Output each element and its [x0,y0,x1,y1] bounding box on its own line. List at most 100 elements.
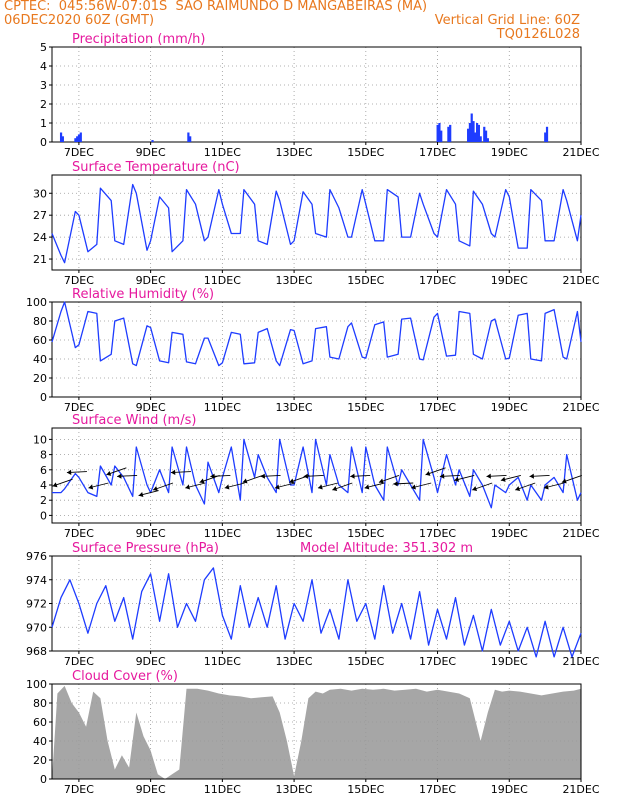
x-tick-label: 13DEC [276,783,313,796]
wind-arrow-head [152,486,158,492]
x-tick-label: 13DEC [276,527,313,540]
panel-precip: 0 1 2 3 4 5 7DEC 9DEC 11DEC 13DEC 15DEC 17DEC 19DEC 2… [40,32,600,159]
precip-bar [447,126,450,142]
y-tick-label: 4 [40,479,47,492]
x-tick-label: 11DEC [204,146,241,159]
x-tick-label: 17DEC [419,527,456,540]
x-tick-label: 11DEC [204,655,241,668]
wind-arrow-head [332,486,338,492]
pressure-line [51,567,582,658]
y-tick-label: 30 [33,187,47,200]
y-tick-label: 10 [33,433,47,446]
precip-bar [436,124,439,142]
x-tick-label: 15DEC [347,146,384,159]
precip-bar [545,126,549,142]
y-tick-label: 4 [40,60,47,73]
x-tick-label: 15DEC [347,274,384,287]
header-grid-note: Vertical Grid Line: 60Z [434,13,580,28]
precip-bar [479,136,482,142]
precip-bar [484,130,488,142]
wind-arrow-head [454,476,460,482]
x-tick-label: 9DEC [136,783,166,796]
precip-bar [438,123,441,142]
wind-line [52,438,582,509]
y-tick-label: 0 [40,773,47,786]
precip-bar [61,136,64,142]
precip-bar [470,113,473,142]
y-tick-label: 5 [40,41,47,54]
x-tick-label: 21DEC [562,527,599,540]
y-tick-label: 20 [33,372,47,385]
y-tick-label: 100 [26,296,47,309]
wind-arrow-head [88,484,94,490]
x-tick-label: 21DEC [562,401,599,414]
y-tick-label: 21 [33,253,47,266]
panel-title: Surface Wind (m/s) [72,413,196,428]
precip-bar [486,138,489,142]
wind-arrow-head [274,484,280,490]
panel-title: Surface Pressure (hPa) [72,541,219,556]
precip-bar [477,124,480,142]
wind-arrow-head [317,484,323,490]
precip-bar [76,136,79,142]
x-tick-label: 15DEC [347,401,384,414]
wind-arrow-head [486,473,491,479]
panel-frame [51,174,582,271]
precip-bar [468,123,472,142]
x-tick-label: 17DEC [419,783,456,796]
x-tick-label: 7DEC [64,401,94,414]
x-tick-label: 19DEC [491,401,528,414]
x-tick-label: 13DEC [276,274,313,287]
wind-arrow-head [303,473,309,479]
wind-arrow-head [411,484,416,490]
wind-arrow-head [199,478,205,484]
x-tick-label: 17DEC [419,655,456,668]
x-tick-label: 21DEC [562,274,599,287]
x-tick-label: 11DEC [204,401,241,414]
y-tick-label: 40 [33,735,47,748]
y-tick-label: 40 [33,353,47,366]
y-tick-label: 6 [40,464,47,477]
y-tick-label: 3 [40,79,47,92]
x-tick-label: 15DEC [347,655,384,668]
precip-bar [187,132,190,142]
y-tick-label: 970 [26,621,47,634]
y-tick-label: 80 [33,697,47,710]
wind-arrow-head [242,478,248,484]
panel-temperature: 21 24 27 30 7DEC 9DEC 11DEC 13DEC 15DEC 17DEC 19DE… [33,160,600,287]
x-tick-label: 21DEC [562,783,599,796]
x-tick-label: 9DEC [136,274,166,287]
precip-bar [474,132,477,142]
y-tick-label: 976 [26,550,47,563]
wind-arrow-head [393,481,398,487]
wind-arrow-head [364,484,370,490]
x-tick-label: 7DEC [64,527,94,540]
wind-arrow-head [52,482,58,488]
x-tick-label: 17DEC [419,401,456,414]
precip-bar [151,140,154,142]
wind-arrow-head [66,469,72,475]
y-tick-label: 100 [26,678,47,691]
precip-bar [467,128,470,142]
wind-arrow-head [529,473,534,479]
y-tick-label: 968 [26,645,47,658]
header-datetime: 06DEC2020 60Z (GMT) [4,13,155,28]
precip-bar [483,126,486,142]
x-tick-label: 7DEC [64,146,94,159]
x-tick-label: 17DEC [419,274,456,287]
y-tick-label: 0 [40,391,47,404]
x-tick-label: 19DEC [491,527,528,540]
y-tick-label: 24 [33,231,47,244]
y-tick-label: 2 [40,494,47,507]
y-tick-label: 27 [33,209,47,222]
precip-bar [189,136,192,142]
panel-cloud: 0 20 40 60 80 100 7DEC 9DEC 11DEC 13DEC 15DEC 17DEC… [26,669,600,796]
x-tick-label: 9DEC [136,401,166,414]
humidity-line [51,301,582,367]
wind-arrow-head [210,473,215,479]
header-model-id: TQ0126L028 [496,27,580,42]
panel-humidity: 0 20 40 60 80 100 7DEC 9DEC 11DEC 13DEC 15DEC 17DEC… [26,287,600,414]
x-tick-label: 19DEC [491,274,528,287]
panel-frame [51,301,582,398]
